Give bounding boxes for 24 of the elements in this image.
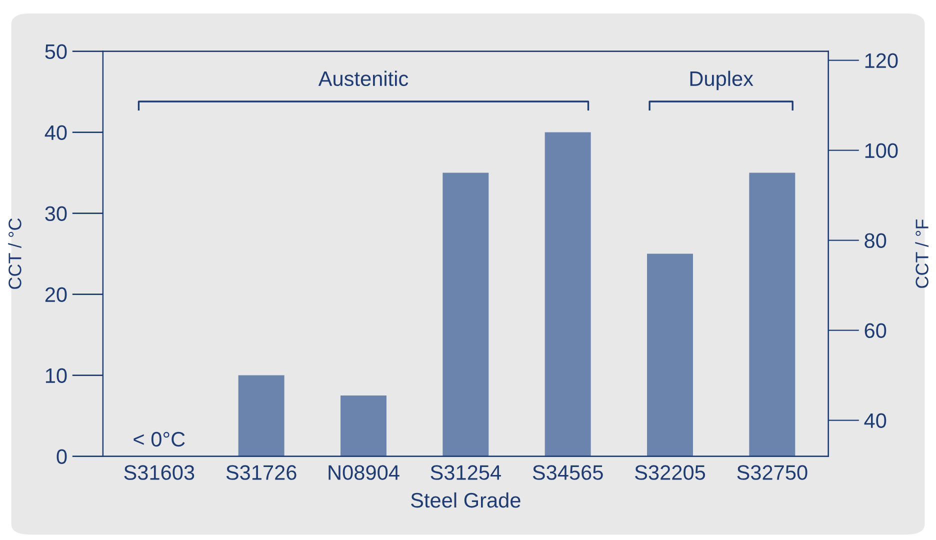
x-tick-label: S31254 <box>430 465 501 480</box>
y2-tick-label: 60 <box>864 323 886 338</box>
y-axis-title: CCT / °C <box>8 218 22 289</box>
y-tick-label: 50 <box>45 44 67 60</box>
y-tick-label: 40 <box>44 125 67 140</box>
y2-tick-label: 100 <box>865 143 898 158</box>
x-tick-label: S31603 <box>124 465 194 480</box>
y-tick-label: 30 <box>45 206 67 222</box>
y2-tick-label: 80 <box>864 233 886 248</box>
x-tick-label: S34565 <box>532 465 603 480</box>
y-tick-label: 0 <box>56 449 67 464</box>
x-tick-label: S32205 <box>635 465 706 480</box>
y-tick-label: 20 <box>45 287 67 302</box>
annotation: Duplex <box>690 70 754 90</box>
x-tick-label: S32750 <box>737 465 808 480</box>
y-tick-label: 10 <box>46 368 67 384</box>
y2-tick-label: 40 <box>864 413 886 428</box>
annotation: Austenitic <box>318 70 408 86</box>
y2-tick-label: 120 <box>865 53 898 68</box>
annotation: < 0°C <box>134 432 185 447</box>
y2-axis-title: CCT / °F <box>915 219 928 288</box>
x-axis-title: Steel Grade <box>411 492 520 508</box>
x-tick-label: N08904 <box>328 465 400 480</box>
x-tick-label: S31726 <box>226 465 296 480</box>
